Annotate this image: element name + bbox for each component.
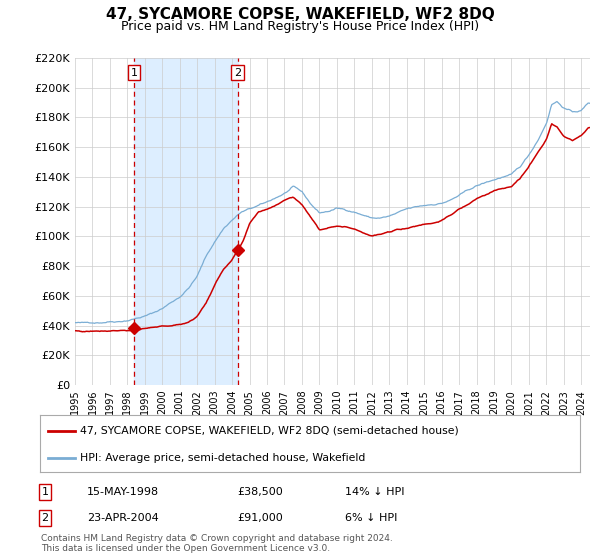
Text: 23-APR-2004: 23-APR-2004	[87, 513, 159, 523]
Text: Contains HM Land Registry data © Crown copyright and database right 2024.
This d: Contains HM Land Registry data © Crown c…	[41, 534, 392, 553]
Text: 2: 2	[234, 68, 241, 78]
Text: 47, SYCAMORE COPSE, WAKEFIELD, WF2 8DQ: 47, SYCAMORE COPSE, WAKEFIELD, WF2 8DQ	[106, 7, 494, 22]
Text: 6% ↓ HPI: 6% ↓ HPI	[345, 513, 397, 523]
Text: 1: 1	[130, 68, 137, 78]
Text: 14% ↓ HPI: 14% ↓ HPI	[345, 487, 404, 497]
Text: Price paid vs. HM Land Registry's House Price Index (HPI): Price paid vs. HM Land Registry's House …	[121, 20, 479, 33]
Bar	[134, 58, 238, 385]
Text: 47, SYCAMORE COPSE, WAKEFIELD, WF2 8DQ (semi-detached house): 47, SYCAMORE COPSE, WAKEFIELD, WF2 8DQ (…	[80, 426, 459, 436]
Text: HPI: Average price, semi-detached house, Wakefield: HPI: Average price, semi-detached house,…	[80, 452, 366, 463]
Text: £91,000: £91,000	[237, 513, 283, 523]
Text: 15-MAY-1998: 15-MAY-1998	[87, 487, 159, 497]
Text: £38,500: £38,500	[237, 487, 283, 497]
Text: 1: 1	[41, 487, 49, 497]
Text: 2: 2	[41, 513, 49, 523]
